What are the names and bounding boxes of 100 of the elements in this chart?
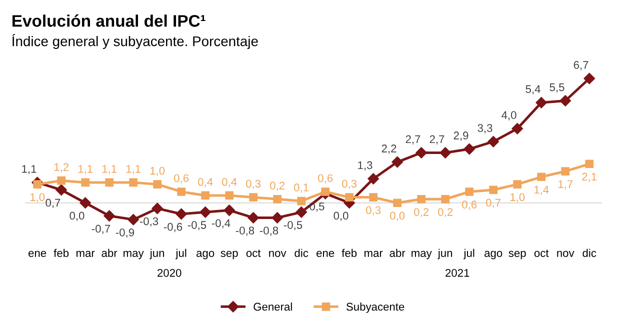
point — [33, 180, 42, 188]
data-label: 1,1 — [126, 165, 141, 174]
text: 2020 — [158, 269, 182, 277]
point — [489, 186, 498, 194]
text: 2021 — [446, 269, 470, 277]
x-tick-label: nov — [269, 250, 286, 257]
point — [177, 188, 186, 196]
x-tick-label: ago — [196, 250, 214, 260]
chart-subtitle: Índice general y subyacente. Porcentaje — [12, 34, 258, 49]
data-label: 1,2 — [54, 163, 68, 172]
data-label: -0,6 — [164, 222, 182, 232]
x-tick-label: may — [412, 250, 432, 260]
point — [248, 212, 259, 224]
data-label: 1,1 — [22, 165, 36, 174]
data-label: 2,2 — [382, 144, 396, 154]
point — [176, 208, 187, 220]
data-label: -0,9 — [116, 228, 134, 238]
x-tick-label: dic — [582, 248, 596, 257]
point — [201, 191, 210, 200]
data-label: -0,4 — [212, 219, 230, 228]
point — [417, 195, 426, 204]
x-tick-label: sep — [220, 250, 238, 260]
data-label: 0,2 — [414, 208, 429, 218]
data-label: 1,1 — [78, 165, 93, 174]
x-tick-label: abr — [102, 248, 118, 257]
point — [296, 206, 307, 218]
data-label: 5,5 — [550, 83, 564, 92]
point — [225, 191, 234, 200]
point — [561, 167, 570, 176]
data-label: -0,8 — [236, 226, 254, 236]
data-label: -0,7 — [92, 224, 110, 234]
x-tick-label: feb — [54, 248, 69, 257]
x-tick-label: mar — [364, 250, 383, 257]
x-tick-label: nov — [557, 250, 574, 257]
data-label: 0,6 — [462, 200, 477, 210]
data-label: 4,0 — [502, 111, 516, 120]
point — [584, 72, 595, 84]
point — [560, 95, 571, 106]
point — [81, 178, 90, 187]
data-label: 0,4 — [198, 178, 213, 188]
x-tick-label: jul — [176, 248, 186, 260]
data-label: 1,0 — [510, 193, 525, 202]
x-tick-label: ene — [28, 250, 46, 257]
data-label: 2,7 — [430, 135, 444, 144]
point — [105, 178, 114, 187]
data-label: 0,0 — [390, 212, 405, 221]
data-label: 0,6 — [318, 174, 333, 184]
point — [152, 202, 163, 214]
point — [80, 197, 91, 208]
x-tick-label: abr — [390, 248, 406, 257]
point — [392, 156, 403, 168]
point — [104, 210, 115, 222]
data-label: 5,4 — [526, 85, 540, 94]
point — [200, 206, 211, 218]
point — [56, 184, 67, 196]
data-label: 1,0 — [150, 166, 165, 176]
point — [368, 173, 379, 184]
point — [488, 136, 499, 148]
data-label: 3,3 — [478, 124, 492, 134]
data-label: 1,7 — [558, 180, 573, 190]
data-label: 0,3 — [342, 180, 357, 190]
data-label: 1,0 — [30, 193, 45, 202]
data-label: 0,1 — [294, 184, 309, 193]
data-label: 0,3 — [246, 180, 261, 190]
data-label: -0,3 — [140, 217, 158, 227]
data-label: 2,1 — [582, 172, 597, 182]
legend-label: General — [254, 302, 292, 311]
x-tick-label: jul — [464, 248, 474, 260]
point — [440, 147, 451, 158]
data-label: 6,7 — [574, 61, 588, 70]
point — [536, 97, 547, 108]
chart-title: Evolución anual del IPC¹ — [12, 14, 206, 27]
data-label: 0,5 — [310, 202, 324, 212]
point — [297, 196, 306, 206]
data-label: 1,1 — [102, 165, 117, 174]
x-tick-label: oct — [534, 250, 549, 257]
data-label: 0,3 — [366, 206, 381, 216]
point — [224, 204, 235, 216]
point — [537, 172, 546, 182]
data-label: 0,7 — [46, 198, 60, 208]
x-tick-label: oct — [246, 250, 261, 257]
data-label: 0,2 — [438, 208, 453, 218]
point — [57, 176, 66, 185]
x-tick-label: mar — [76, 250, 95, 257]
x-tick-label: ene — [316, 250, 334, 257]
data-label: 2,7 — [406, 135, 420, 144]
point — [128, 214, 139, 226]
x-tick-label: may — [124, 250, 144, 260]
x-tick-label: ago — [484, 250, 502, 260]
point — [416, 147, 427, 158]
point — [129, 178, 138, 187]
point — [345, 193, 354, 202]
x-tick-label: dic — [294, 248, 308, 257]
legend-label: Subyacente — [346, 302, 404, 313]
data-label: 0,2 — [270, 182, 284, 191]
data-label: 2,9 — [454, 132, 468, 141]
data-label: 0,4 — [222, 178, 237, 188]
point — [585, 160, 594, 168]
data-label: 0,7 — [486, 198, 501, 208]
data-label: 0,0 — [334, 212, 348, 221]
